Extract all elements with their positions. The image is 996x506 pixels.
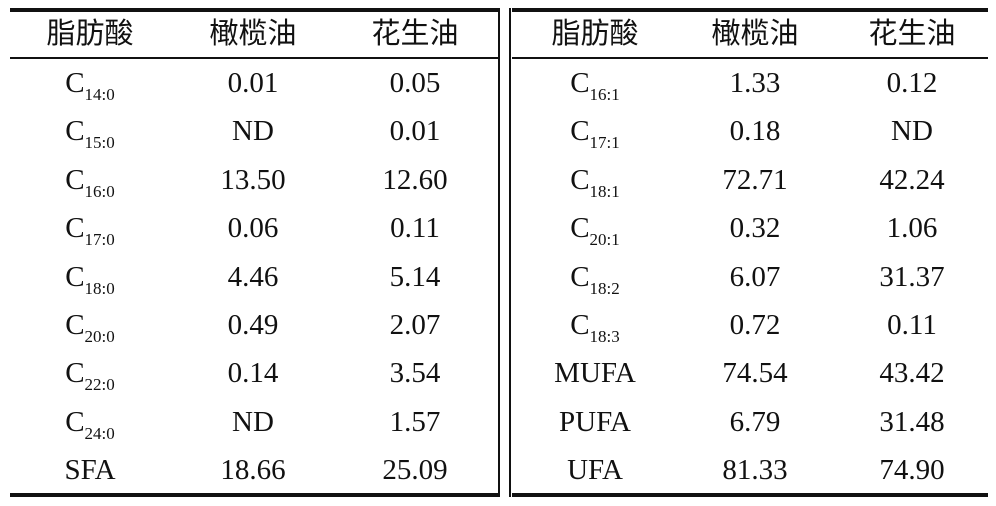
table-cell: ND <box>232 405 274 438</box>
cell-sub: 16:0 <box>84 181 115 201</box>
table-cell: 13.50 <box>220 163 286 196</box>
header-rule <box>512 57 988 59</box>
table-cell: C16:0 <box>10 163 170 209</box>
table-cell: 0.01 <box>227 67 279 99</box>
cell-sub: 16:1 <box>589 85 620 104</box>
table-cell: MUFA <box>554 357 636 390</box>
cell-main: C <box>570 309 590 341</box>
table-cell: C17:0 <box>10 211 170 257</box>
table-cell: C18:1 <box>515 163 675 209</box>
table-cell: 0.18 <box>729 115 781 148</box>
table-cell: 31.37 <box>879 260 945 293</box>
header-rule <box>10 57 500 59</box>
cell-sub: 20:1 <box>589 230 620 250</box>
table-cell: 31.48 <box>879 405 945 438</box>
cell-sub: 17:1 <box>589 133 620 153</box>
table-cell: 12.60 <box>382 163 448 196</box>
cell-sub: 17:0 <box>84 230 115 250</box>
table-cell: 1.33 <box>729 67 781 99</box>
table-cell: ND <box>232 115 274 148</box>
cell-sub: 20:0 <box>84 327 115 346</box>
table-cell: 0.72 <box>729 309 781 341</box>
table-cell: C18:2 <box>515 260 675 306</box>
table-cell: 42.24 <box>879 163 945 196</box>
table-cell: 43.42 <box>879 357 945 390</box>
cell-sub: 18:2 <box>589 278 620 298</box>
cell-main: C <box>570 163 590 196</box>
table-cell: 0.11 <box>887 309 937 341</box>
cell-main: C <box>65 163 85 196</box>
cell-main: C <box>65 357 85 390</box>
cell-sub: 18:3 <box>589 327 620 346</box>
table-cell: SFA <box>64 454 116 487</box>
divider <box>498 8 500 497</box>
table-cell: 25.09 <box>382 454 448 487</box>
table-cell: 0.14 <box>227 357 279 390</box>
cell-main: C <box>65 260 85 293</box>
table-cell: C20:1 <box>515 211 675 257</box>
table-cell: C18:3 <box>515 308 675 354</box>
table-cell: 74.90 <box>879 454 945 487</box>
header-cell: 花生油 <box>371 18 459 50</box>
cell-sub: 18:0 <box>84 278 115 298</box>
table-cell: 2.07 <box>389 309 441 341</box>
cell-main: C <box>570 260 590 293</box>
cell-main: C <box>570 115 590 148</box>
header-cell: 花生油 <box>868 18 956 50</box>
table-cell: 6.79 <box>729 405 781 438</box>
table-cell: 0.01 <box>389 115 441 148</box>
table-cell: 1.57 <box>389 405 441 438</box>
divider <box>509 8 511 497</box>
table-cell: C15:0 <box>10 114 170 160</box>
table-cell: 0.06 <box>227 212 279 245</box>
bottom-rule <box>10 493 500 497</box>
header-cell: 脂肪酸 <box>46 18 134 50</box>
cell-main: C <box>65 212 85 245</box>
table-cell: 72.71 <box>722 163 788 196</box>
table-cell: 0.05 <box>389 67 441 99</box>
bottom-rule <box>512 493 988 497</box>
cell-sub: 15:0 <box>84 133 115 153</box>
header-cell: 橄榄油 <box>711 18 799 50</box>
cell-sub: 24:0 <box>84 423 115 443</box>
table-cell: 5.14 <box>389 260 441 293</box>
table-cell: 0.32 <box>729 212 781 245</box>
table-cell: PUFA <box>559 405 631 438</box>
header-cell: 脂肪酸 <box>551 18 639 50</box>
cell-main: C <box>570 67 590 99</box>
cell-sub: 22:0 <box>84 375 115 395</box>
cell-sub: 18:1 <box>589 181 620 201</box>
table-cell: ND <box>891 115 933 148</box>
table-cell: C17:1 <box>515 114 675 160</box>
top-rule <box>10 8 500 12</box>
top-rule <box>512 8 988 12</box>
cell-main: C <box>570 212 590 245</box>
table-cell: 0.49 <box>227 309 279 341</box>
cell-main: C <box>65 309 85 341</box>
table-cell: 4.46 <box>227 260 279 293</box>
cell-main: C <box>65 405 85 438</box>
table-cell: 3.54 <box>389 357 441 390</box>
table-cell: 1.06 <box>886 212 938 245</box>
table-cell: 81.33 <box>722 454 788 487</box>
cell-main: C <box>65 67 85 99</box>
table-cell: 18.66 <box>220 454 286 487</box>
table-cell: 0.12 <box>886 67 938 99</box>
header-cell: 橄榄油 <box>209 18 297 50</box>
table-cell: C24:0 <box>10 405 170 451</box>
cell-sub: 14:0 <box>84 85 115 104</box>
table-cell: C22:0 <box>10 356 170 402</box>
table-cell: C20:0 <box>10 308 170 354</box>
table-cell: 6.07 <box>729 260 781 293</box>
table-cell: 74.54 <box>722 357 788 390</box>
table-cell: C14:0 <box>10 66 170 112</box>
cell-main: C <box>65 115 85 148</box>
table-cell: C16:1 <box>515 66 675 112</box>
table-cell: UFA <box>567 454 623 487</box>
table-cell: C18:0 <box>10 260 170 306</box>
table-cell: 0.11 <box>390 212 440 245</box>
